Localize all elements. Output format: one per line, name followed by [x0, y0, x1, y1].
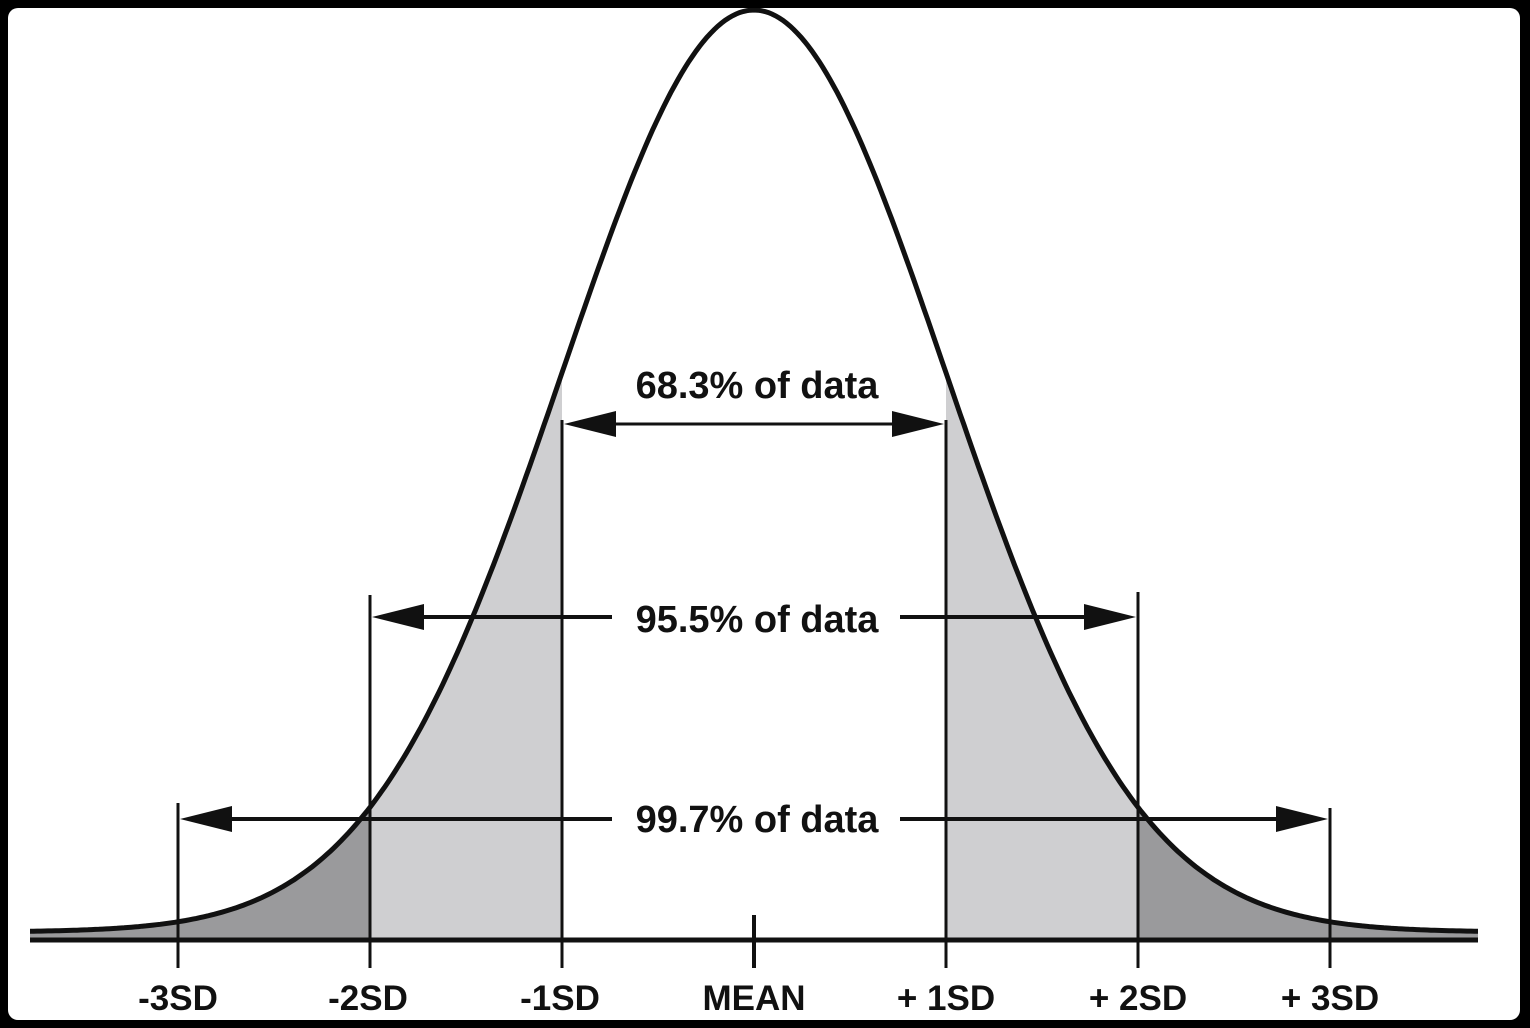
tick-label-minus-3sd: -3SD	[138, 979, 218, 1018]
diagram-panel: 68.3% of data 95.5% of data 99.7% of dat…	[8, 8, 1520, 1020]
normal-distribution-diagram: 68.3% of data 95.5% of data 99.7% of dat…	[30, 8, 1478, 1018]
arrowhead-left	[564, 411, 616, 437]
tick-label-plus-2sd: + 2SD	[1089, 979, 1187, 1018]
bell-curve	[30, 8, 1478, 934]
shade-left-2-3sd	[30, 807, 370, 940]
tick-label-plus-3sd: + 3SD	[1281, 979, 1379, 1018]
tick-label-plus-1sd: + 1SD	[897, 979, 995, 1018]
arrow-99-range	[180, 806, 1328, 832]
tick-label-minus-1sd: -1SD	[520, 979, 600, 1018]
arrowhead-right	[1084, 604, 1136, 630]
arrow-68-range	[564, 411, 944, 437]
arrowhead-right	[1276, 806, 1328, 832]
arrowhead-left	[372, 604, 424, 630]
shade-right-2-3sd	[1138, 807, 1478, 940]
range-label-99: 99.7% of data	[636, 799, 880, 841]
range-label-68: 68.3% of data	[636, 365, 880, 407]
tick-label-minus-2sd: -2SD	[328, 979, 408, 1018]
arrowhead-right	[892, 411, 944, 437]
tick-label-mean: MEAN	[702, 979, 805, 1018]
arrowhead-left	[180, 806, 232, 832]
range-label-95: 95.5% of data	[636, 599, 880, 641]
arrow-95-range	[372, 604, 1136, 630]
